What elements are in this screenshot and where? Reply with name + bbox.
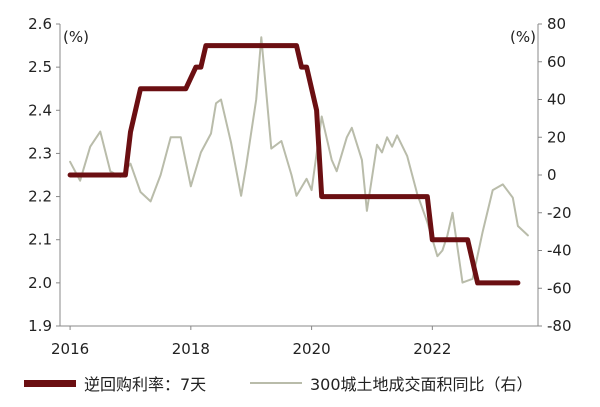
left-tick-label: 2.4 xyxy=(28,101,52,119)
legend: 逆回购利率：7天 300城土地成交面积同比（右） xyxy=(0,370,600,398)
right-tick-label: -60 xyxy=(547,279,572,297)
series-line-repo-rate xyxy=(67,43,521,286)
right-tick-label: 40 xyxy=(547,91,566,109)
x-tick-label: 2016 xyxy=(51,340,89,358)
legend-swatch-land xyxy=(250,382,302,384)
left-tick-label: 2.6 xyxy=(28,15,52,33)
right-tick-label: 80 xyxy=(547,15,566,33)
right-axis-unit: (%) xyxy=(510,28,536,46)
legend-label-land: 300城土地成交面积同比（右） xyxy=(310,375,533,394)
left-tick-label: 2.3 xyxy=(28,144,52,162)
right-tick-label: -20 xyxy=(547,204,572,222)
legend-item-land: 300城土地成交面积同比（右） xyxy=(250,370,533,396)
left-tick-label: 2.0 xyxy=(28,274,52,292)
right-tick-label: -80 xyxy=(547,317,572,335)
legend-swatch-repo xyxy=(24,379,76,387)
left-tick-label: 2.5 xyxy=(28,58,52,76)
left-tick-label: 1.9 xyxy=(28,317,52,335)
left-tick-label: 2.2 xyxy=(28,188,52,206)
x-tick-label: 2018 xyxy=(172,340,210,358)
series-layer xyxy=(67,36,529,286)
x-tick-label: 2020 xyxy=(292,340,330,358)
right-tick-label: -40 xyxy=(547,242,572,260)
left-tick-label: 2.1 xyxy=(28,231,52,249)
axes: 1.9 2.0 2.1 2.2 2.3 2.4 2.5 2.6 -80 -60 -40 -20 0 20 4… xyxy=(28,15,571,358)
legend-label-repo: 逆回购利率：7天 xyxy=(84,375,207,394)
series-line-land-area xyxy=(69,36,529,284)
right-tick-label: 60 xyxy=(547,53,566,71)
right-tick-label: 20 xyxy=(547,128,566,146)
legend-item-repo: 逆回购利率：7天 xyxy=(24,370,206,396)
right-tick-label: 0 xyxy=(547,166,557,184)
x-tick-label: 2022 xyxy=(413,340,451,358)
left-axis-unit: (%) xyxy=(63,28,89,46)
